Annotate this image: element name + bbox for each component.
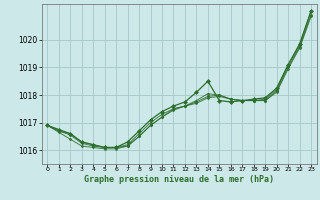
X-axis label: Graphe pression niveau de la mer (hPa): Graphe pression niveau de la mer (hPa) xyxy=(84,175,274,184)
